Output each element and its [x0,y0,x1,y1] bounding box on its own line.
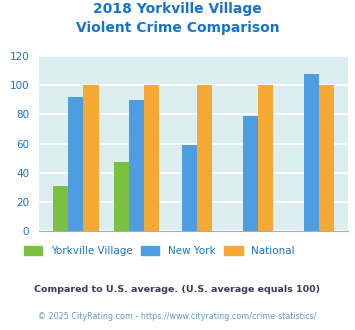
Bar [182,145,197,231]
Bar [144,85,159,231]
Bar [53,186,68,231]
Bar [197,85,212,231]
Bar [68,97,83,231]
Bar [319,85,334,231]
Bar [83,85,99,231]
Bar [114,162,129,231]
Bar [258,85,273,231]
Text: © 2025 CityRating.com - https://www.cityrating.com/crime-statistics/: © 2025 CityRating.com - https://www.city… [38,312,317,321]
Bar [243,116,258,231]
Legend: Yorkville Village, New York, National: Yorkville Village, New York, National [20,242,299,260]
Text: 2018 Yorkville Village: 2018 Yorkville Village [93,2,262,16]
Text: Compared to U.S. average. (U.S. average equals 100): Compared to U.S. average. (U.S. average … [34,285,321,294]
Bar [304,74,319,231]
Bar [129,100,144,231]
Text: Violent Crime Comparison: Violent Crime Comparison [76,21,279,35]
